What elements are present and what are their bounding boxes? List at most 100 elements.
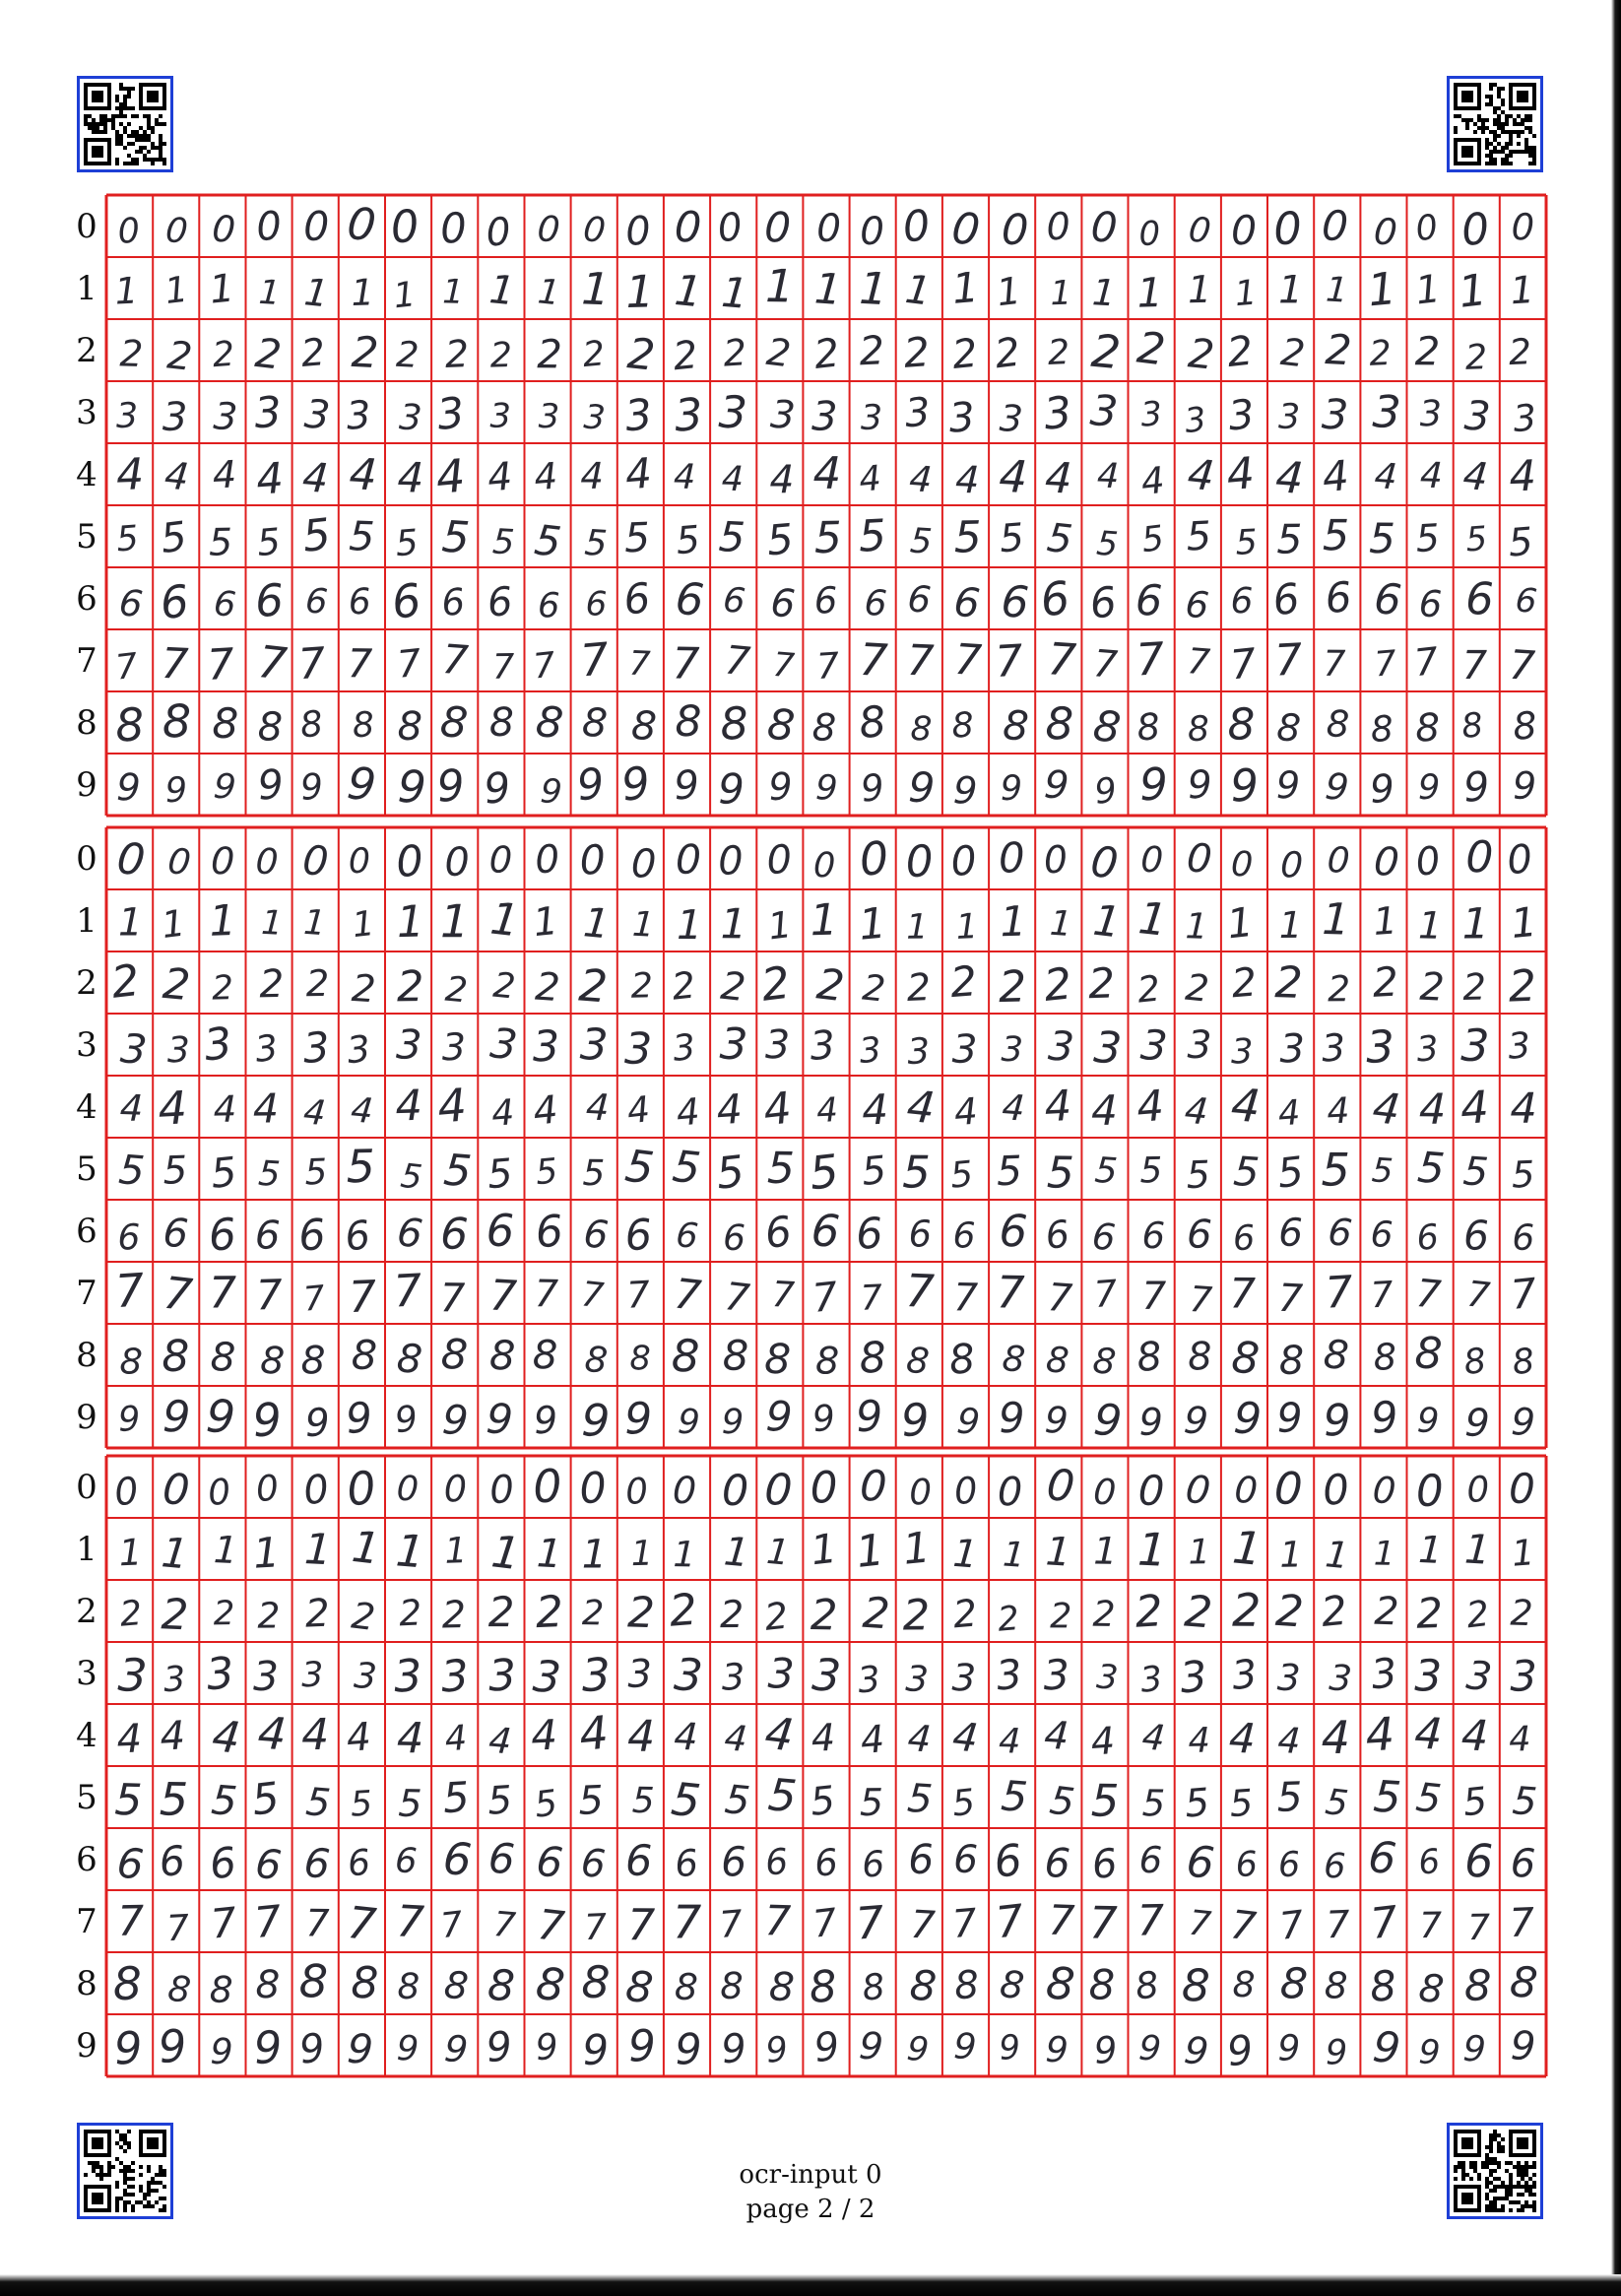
handwritten-digit: 9 [485,2022,514,2071]
handwritten-digit: 4 [256,1707,289,1761]
handwritten-digit: 1 [114,269,140,312]
handwritten-digit: 1 [208,266,236,312]
handwritten-digit: 4 [952,1089,979,1134]
handwritten-digit: 0 [395,836,425,887]
handwritten-digit: 8 [1088,1961,1115,2009]
handwritten-digit: 8 [722,1332,748,1380]
handwritten-digit: 0 [1413,208,1440,249]
handwritten-digit: 6 [992,1835,1024,1888]
handwritten-digit: 9 [1043,762,1070,809]
handwritten-digit: 7 [815,646,841,688]
handwritten-digit: 6 [1514,580,1539,622]
handwritten-digit: 9 [210,2032,233,2073]
handwritten-digit: 0 [1230,845,1254,886]
handwritten-digit: 0 [1272,202,1304,256]
handwritten-digit: 0 [1044,1460,1076,1513]
handwritten-digit: 9 [1463,1401,1490,1446]
handwritten-digit: 0 [1465,1470,1490,1511]
handwritten-digit: 0 [901,201,933,252]
handwritten-digit: 2 [1324,325,1352,374]
handwritten-digit: 4 [761,1083,794,1137]
handwritten-digit: 7 [1465,1275,1492,1317]
handwritten-digit: 0 [116,212,141,252]
handwritten-digit: 7 [1509,1900,1536,1946]
handwritten-digit: 2 [488,1588,515,1636]
handwritten-digit: 4 [675,1090,701,1135]
handwritten-digit: 8 [534,1957,568,2012]
handwritten-digit: 7 [854,1896,886,1950]
handwritten-digit: 4 [1229,1078,1263,1133]
handwritten-digit: 8 [162,694,192,748]
handwritten-digit: 7 [1323,644,1345,685]
handwritten-digit: 0 [112,1469,141,1514]
handwritten-digit: 0 [1001,206,1029,256]
handwritten-digit: 3 [905,1659,930,1700]
handwritten-digit: 2 [1225,327,1256,377]
handwritten-digit: 0 [255,204,283,251]
handwritten-digit: 3 [1321,1025,1347,1070]
handwritten-digit: 4 [1419,1085,1447,1135]
handwritten-digit: 8 [908,1961,939,2011]
handwritten-digit: 4 [1461,454,1490,500]
handwritten-digit: 2 [993,330,1023,378]
handwritten-digit: 7 [1092,1272,1119,1316]
row-label: 9 [76,765,97,805]
handwritten-digit: 6 [721,580,746,622]
handwritten-digit: 2 [1371,958,1399,1007]
handwritten-digit: 1 [1278,904,1302,947]
handwritten-digit: 3 [396,1020,423,1069]
handwritten-digit: 4 [348,449,378,501]
handwritten-digit: 6 [1270,574,1302,625]
row-label: 5 [76,1778,97,1817]
handwritten-digit: 2 [810,1591,838,1641]
handwritten-digit: 8 [119,1342,144,1383]
handwritten-digit: 1 [302,270,331,315]
handwritten-digit: 2 [1184,966,1211,1011]
handwritten-digit: 2 [1047,333,1070,373]
handwritten-digit: 1 [1045,1529,1072,1575]
handwritten-digit: 4 [906,1717,933,1761]
handwritten-digit: 1 [673,1535,696,1575]
handwritten-digit: 4 [1044,453,1073,503]
handwritten-digit: 3 [167,1030,190,1071]
handwritten-digit: 2 [951,1591,979,1636]
handwritten-digit: 6 [953,1838,979,1882]
handwritten-digit: 0 [952,1469,979,1513]
handwritten-digit: 1 [1000,897,1027,947]
handwritten-digit: 2 [491,966,517,1008]
handwritten-digit: 9 [581,1394,612,1447]
handwritten-digit: 1 [1093,1529,1118,1572]
handwritten-digit: 5 [255,520,282,564]
handwritten-digit: 5 [998,516,1025,562]
handwritten-digit: 0 [348,842,370,882]
handwritten-digit: 5 [249,1773,282,1825]
handwritten-digit: 6 [1415,1217,1441,1259]
handwritten-digit: 2 [395,335,420,376]
handwritten-digit: 2 [161,959,192,1011]
handwritten-digit: 7 [672,1269,703,1320]
handwritten-digit: 5 [670,1142,702,1195]
handwritten-digit: 9 [1276,1394,1304,1442]
handwritten-digit: 2 [999,962,1027,1014]
handwritten-digit: 2 [1274,1586,1305,1638]
handwritten-digit: 1 [1462,899,1490,949]
handwritten-digit: 6 [1090,1841,1120,1888]
handwritten-digit: 2 [259,962,285,1007]
handwritten-digit: 1 [809,1525,839,1575]
handwritten-digit: 7 [1228,639,1259,689]
row-label: 6 [76,1212,97,1251]
handwritten-digit: 9 [1091,1395,1124,1447]
handwritten-digit: 5 [583,523,608,564]
handwritten-digit: 8 [953,1963,981,2008]
handwritten-digit: 9 [393,1399,421,1441]
row-label: 1 [76,269,97,308]
handwritten-digit: 0 [672,1469,696,1513]
handwritten-digit: 6 [1324,572,1353,623]
handwritten-digit: 8 [1370,709,1394,751]
handwritten-digit: 4 [1413,1708,1444,1760]
handwritten-digit: 8 [395,1336,423,1383]
handwritten-digit: 2 [577,958,610,1013]
handwritten-digit: 2 [444,332,470,376]
handwritten-digit: 0 [443,1468,468,1511]
handwritten-digit: 4 [999,1722,1021,1761]
